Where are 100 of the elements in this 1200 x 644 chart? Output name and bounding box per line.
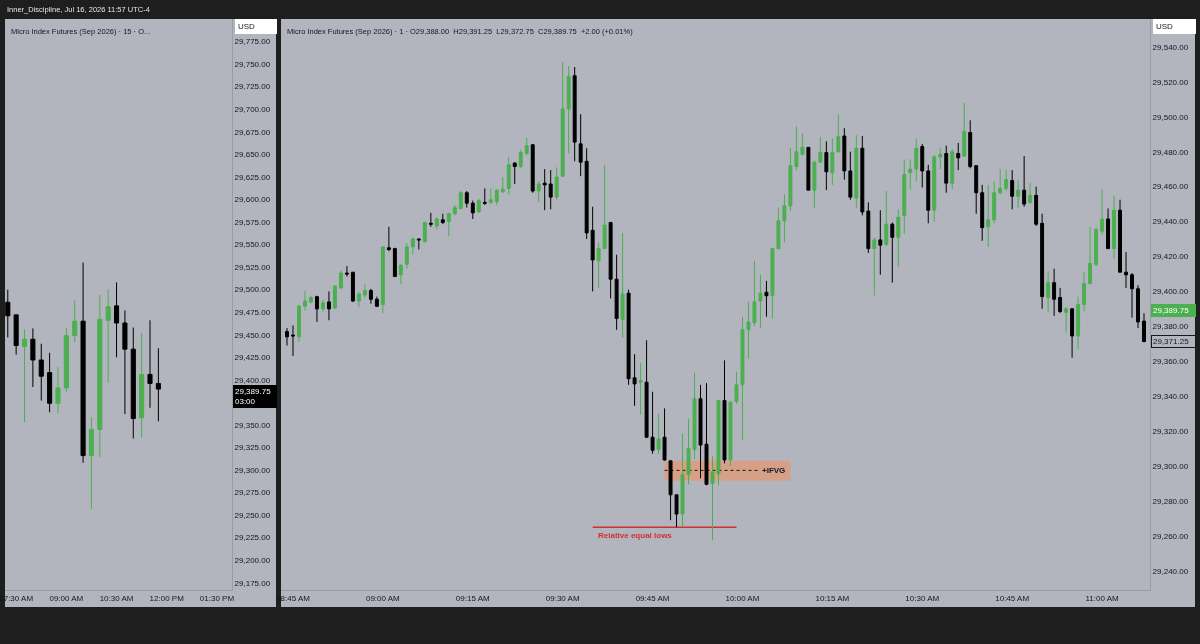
candlestick: [434, 216, 439, 230]
candlestick: [638, 362, 643, 416]
y-tick-label: 29,225.00: [234, 533, 271, 543]
y-tick-label: 29,750.00: [234, 59, 271, 69]
candlestick: [139, 332, 145, 439]
candlestick: [1136, 284, 1140, 329]
candlestick: [55, 366, 61, 414]
x-tick-label: 09:30 AM: [545, 593, 580, 603]
candlestick: [303, 290, 307, 312]
y-tick-label: 29,500.00: [1152, 112, 1189, 122]
candlestick: [105, 289, 111, 384]
candlestick: [1142, 312, 1146, 343]
candlestick: [842, 127, 847, 181]
candlestick: [1124, 251, 1128, 289]
candlestick: [512, 161, 517, 185]
candlestick: [1070, 307, 1075, 359]
candlestick: [860, 135, 865, 216]
x-tick-label: 10:45 AM: [995, 593, 1030, 603]
y-tick-label: 29,380.00: [1152, 322, 1189, 332]
y-tick-label: 29,600.00: [234, 195, 271, 205]
candlestick: [446, 212, 451, 237]
candlestick: [992, 180, 997, 224]
candlestick: [584, 147, 589, 240]
candlestick: [854, 134, 859, 209]
x-tick-label: 11:00 AM: [1085, 593, 1119, 603]
candlestick: [130, 327, 136, 439]
x-tick-label: 12:00 PM: [149, 593, 185, 603]
x-tick-label: 01:30 PM: [199, 593, 235, 603]
candlestick: [1034, 186, 1039, 227]
y-tick-label: 29,450.00: [234, 330, 271, 340]
y-tick-label: 29,360.00: [1152, 357, 1189, 367]
candlestick: [1106, 207, 1111, 250]
candlestick: [542, 168, 547, 211]
candlestick: [518, 149, 523, 169]
y-tick-label: 29,400.00: [1152, 287, 1189, 297]
y-tick-label: 29,460.00: [1152, 182, 1189, 192]
y-tick-label: 29,700.00: [234, 105, 271, 115]
y-tick-label: 29,575.00: [234, 217, 271, 227]
candlestick: [326, 290, 331, 321]
candlestick: [362, 283, 367, 299]
y-tick-label: 29,300.00: [234, 465, 271, 475]
x-tick-label: 10:00 AM: [725, 593, 760, 603]
candlestick: [38, 343, 44, 402]
candlestick: [338, 269, 343, 290]
y-tick-label: 29,240.00: [1152, 566, 1189, 576]
candlestick: [1004, 169, 1009, 192]
candlestick: [309, 295, 313, 305]
candlestick: [1064, 306, 1069, 333]
candlestick: [13, 314, 19, 356]
candlestick: [530, 144, 535, 194]
candlestick: [920, 143, 925, 189]
candlestick: [1076, 296, 1081, 350]
x-tick-label: 09:45 AM: [635, 593, 670, 603]
candlestick: [830, 138, 835, 186]
candlestick: [476, 198, 481, 214]
candlestick: [848, 151, 853, 201]
candlestick: [1088, 226, 1093, 285]
y-tick-label: 29,475.00: [234, 307, 271, 317]
candlestick: [368, 288, 373, 305]
candlestick: [596, 242, 601, 289]
y-tick-label: 29,550.00: [234, 240, 271, 250]
candlestick: [506, 156, 511, 195]
candlestick: [416, 237, 421, 250]
candlestick: [332, 284, 337, 310]
candlestick: [1130, 272, 1134, 319]
candlestick: [410, 236, 415, 256]
candlestick: [404, 242, 409, 270]
y-tick-label: 29,250.00: [234, 510, 271, 520]
candlestick: [398, 263, 403, 285]
candlestick: [980, 184, 985, 242]
x-tick-label: 10:30 AM: [99, 593, 134, 603]
candlestick: [896, 208, 901, 268]
candlestick: [878, 209, 883, 276]
candlestick: [806, 146, 811, 191]
candlestick: [147, 319, 153, 409]
candlestick: [938, 147, 943, 170]
y-tick-label: 29,520.00: [1152, 77, 1189, 87]
candlestick: [314, 295, 319, 323]
candlestick: [320, 299, 325, 312]
y-tick-label: 29,280.00: [1152, 496, 1189, 506]
candlestick: [452, 204, 457, 216]
candlestick: [962, 102, 967, 158]
candlestick: [572, 66, 577, 162]
y-tick-label: 29,540.00: [1152, 42, 1189, 52]
candlestick: [350, 271, 355, 303]
candlestick: [1022, 155, 1027, 208]
y-tick-label: 29,400.00: [234, 375, 271, 385]
x-tick-label: 10:15 AM: [815, 593, 850, 603]
candlestick: [297, 304, 301, 343]
y-tick-label: 29,500.00: [234, 285, 271, 295]
candlestick: [536, 180, 541, 203]
candlestick: [500, 176, 505, 193]
candlestick: [1028, 182, 1033, 205]
candlestick: [97, 294, 103, 458]
candlestick: [114, 281, 120, 358]
text: USD: [238, 22, 256, 31]
y-tick-label: 29,320.00: [1152, 426, 1189, 436]
candlestick: [80, 262, 86, 464]
candlestick: [968, 119, 973, 169]
candlestick: [824, 140, 829, 191]
